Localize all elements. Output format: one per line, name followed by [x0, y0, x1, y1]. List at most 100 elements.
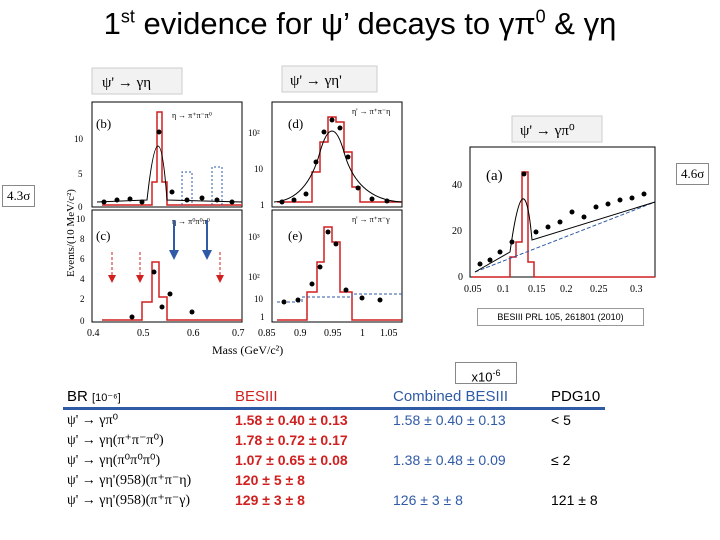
panel-b-signal-hist: [102, 111, 242, 206]
x-tick-r-4: 1.05: [380, 328, 398, 339]
x-tick-a-4: 0.25: [590, 284, 608, 295]
header-pdg: PDG10: [547, 385, 605, 410]
table-row: ψ' → γη'(958)(π⁺π⁻η) 120 ± 5 ± 8: [63, 470, 605, 490]
slide-title: 1st evidence for ψ’ decays to γπ0 & γη: [103, 6, 617, 41]
y-tick-d-0: 1: [260, 200, 265, 210]
left-figure: ψ' → γη ψ' → γη' Events/(10 MeV/c²) (b) …: [65, 65, 403, 357]
header-gamma-eta: ψ' → γη: [102, 75, 151, 91]
y-tick-d-1: 10: [254, 164, 264, 174]
panel-b-decay: η → π⁺π⁻π⁰: [172, 111, 212, 120]
panel-b-frame: [91, 101, 243, 208]
row-besiii: 129 ± 3 ± 8: [235, 492, 305, 508]
x-axis-label: Mass (GeV/c²): [212, 343, 283, 357]
row-decay: ψ' → γη'(958)(π⁺π⁻γ): [67, 492, 191, 508]
row-besiii: 120 ± 5 ± 8: [235, 472, 305, 488]
row-pdg: [547, 470, 605, 490]
y-tick-e-0: 1: [260, 312, 265, 322]
x-tick-a-5: 0.3: [630, 284, 643, 295]
y-tick-c-2: 4: [80, 274, 85, 284]
row-besiii: 1.78 ± 0.72 ± 0.17: [235, 432, 348, 448]
x-tick-r-2: 0.95: [324, 328, 342, 339]
row-decay: ψ' → γη(π⁺π⁻π⁰): [67, 432, 164, 448]
x-tick-l-2: 0.6: [187, 328, 200, 339]
x-tick-a-2: 0.15: [528, 284, 546, 295]
y-tick-c-3: 6: [80, 254, 85, 264]
plot-a-frame: [469, 146, 656, 278]
significance-left-badge: 4.3σ: [2, 185, 36, 207]
row-decay: ψ' → γπ⁰: [67, 412, 119, 428]
y-tick-c-1: 2: [80, 294, 85, 304]
row-combined: [389, 430, 547, 450]
table-row: ψ' → γη(π⁺π⁻π⁰) 1.78 ± 0.72 ± 0.17: [63, 430, 605, 450]
y-tick-b-1: 5: [78, 169, 83, 179]
row-pdg: ≤ 2: [551, 452, 571, 468]
panel-d-points: [279, 117, 390, 205]
row-besiii: 1.07 ± 0.65 ± 0.08: [235, 452, 348, 468]
panel-c-points: [129, 269, 195, 320]
y-tick-e-1: 10: [254, 294, 264, 304]
y-tick-e-2: 10²: [248, 272, 260, 282]
panel-d-decay: η' → π⁺π⁻η: [352, 107, 390, 116]
x-tick-a-3: 0.2: [560, 284, 573, 295]
plot-a-signal-hist: [472, 171, 655, 278]
header-gamma-pi0: ψ' → γπ⁰: [520, 123, 575, 139]
y-tick-a-0: 0: [458, 272, 463, 283]
panel-e-decay: η' → π⁺π⁻γ: [352, 215, 390, 224]
panel-b-bkg-hist: [181, 166, 223, 205]
row-combined: 1.58 ± 0.40 ± 0.13: [393, 412, 506, 428]
plot-a-fit: [474, 198, 656, 273]
y-tick-c-0: 0: [80, 316, 85, 326]
x-tick-a-1: 0.1: [497, 284, 510, 295]
x-tick-r-0: 0.85: [258, 328, 276, 339]
plot-a-label: (a): [486, 168, 503, 184]
x-tick-r-1: 0.9: [294, 328, 307, 339]
y-tick-c-5: 10: [76, 214, 86, 224]
x-tick-a-0: 0.05: [464, 284, 482, 295]
table-header-row: BR [10⁻⁶] BESIII Combined BESIII PDG10: [63, 385, 605, 410]
y-axis-label: Events/(10 MeV/c²): [65, 189, 77, 277]
panel-c-decay: η → π⁰π⁰π⁰: [172, 217, 210, 226]
y-tick-d-2: 10²: [248, 128, 260, 138]
panel-d-label: (d): [288, 116, 303, 131]
plot-a-bkg: [474, 201, 656, 273]
header-besiii: BESIII: [231, 385, 389, 410]
panel-e-frame: [271, 209, 403, 323]
row-decay: ψ' → γη'(958)(π⁺π⁻η): [67, 472, 192, 488]
y-tick-e-3: 10³: [248, 232, 260, 242]
table-row: ψ' → γη'(958)(π⁺π⁻γ) 129 ± 3 ± 8 126 ± 3…: [63, 490, 605, 510]
panel-b-points: [101, 129, 235, 205]
panel-d-fit: [273, 130, 403, 203]
panel-c-frame: [91, 209, 243, 323]
header-combined: Combined BESIII: [389, 385, 547, 410]
y-tick-a-1: 20: [452, 226, 462, 237]
header-br: BR [10⁻⁶]: [63, 385, 231, 410]
scale-label: x10-6: [455, 362, 517, 384]
row-besiii: 1.58 ± 0.40 ± 0.13: [235, 412, 348, 428]
row-pdg: [547, 430, 605, 450]
panel-c-arrows: [108, 220, 224, 283]
row-combined: 126 ± 3 ± 8: [393, 492, 463, 508]
results-table: BR [10⁻⁶] BESIII Combined BESIII PDG10 ψ…: [63, 385, 605, 510]
panel-e-signal-hist: [277, 226, 402, 321]
plot-a-points: [477, 171, 647, 267]
x-tick-l-1: 0.5: [137, 328, 150, 339]
x-tick-r-3: 1: [360, 328, 365, 339]
row-pdg: 121 ± 8: [551, 492, 598, 508]
row-decay: ψ' → γη(π⁰π⁰π⁰): [67, 452, 161, 468]
row-combined: 1.38 ± 0.48 ± 0.09: [393, 452, 506, 468]
y-tick-c-4: 8: [80, 234, 85, 244]
right-figure: ψ' → γπ⁰ (a) 0 20 40 0.05 0.1 0.15 0.2 0…: [452, 115, 656, 295]
row-combined: [389, 470, 547, 490]
header-gamma-etaprime: ψ' → γη': [290, 73, 342, 89]
y-tick-b-0: 0: [78, 202, 83, 212]
y-tick-b-2: 10: [74, 134, 84, 144]
reference-citation: BESIII PRL 105, 261801 (2010): [477, 308, 644, 326]
significance-right-badge: 4.6σ: [676, 163, 710, 185]
panel-c-label: (c): [96, 228, 110, 243]
panel-d-frame: [271, 101, 403, 208]
panel-b-fit: [96, 145, 243, 203]
panel-b-label: (b): [96, 116, 111, 131]
x-tick-l-0: 0.4: [87, 328, 100, 339]
panel-e-label: (e): [288, 228, 302, 243]
panel-c-signal-hist: [102, 261, 242, 321]
